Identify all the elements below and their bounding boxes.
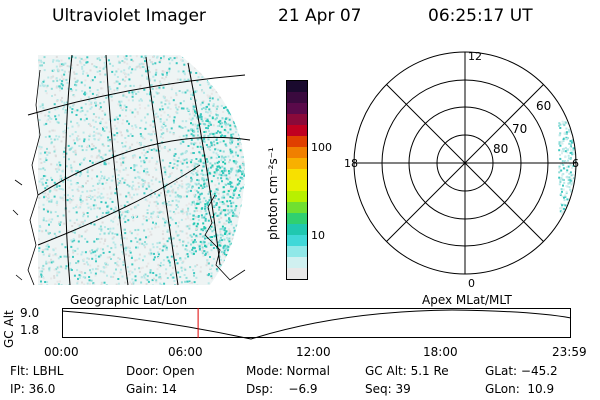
gain-readout: Gain: 14 — [126, 382, 177, 396]
colorbar — [286, 80, 308, 280]
polar-aurora-emission — [558, 120, 576, 222]
timeline-ylabel: GC Alt — [2, 310, 16, 348]
timeline-xtick-0600: 06:00 — [168, 345, 203, 359]
coastline — [12, 69, 246, 286]
seq-readout: Seq: 39 — [365, 382, 411, 396]
mlt-label-18: 18 — [344, 157, 358, 170]
polar-panel-label: Apex MLat/MLT — [422, 293, 512, 307]
timeline-xtick-2359: 23:59 — [552, 345, 587, 359]
colorbar-tick-10: 10 — [311, 229, 325, 242]
mlt-label-12: 12 — [468, 50, 482, 63]
mode-readout: Mode: Normal — [246, 364, 330, 378]
timeline-xtick-0000: 00:00 — [44, 345, 79, 359]
colorbar-unit-label: photon cm⁻²s⁻¹ — [266, 147, 280, 240]
time-label: 06:25:17 UT — [428, 6, 533, 26]
timeline-xtick-1800: 18:00 — [423, 345, 458, 359]
mlt-label-6: 6 — [572, 157, 579, 170]
mlat-label-70: 70 — [512, 122, 527, 136]
date-label: 21 Apr 07 — [278, 6, 362, 26]
timeline-xtick-1200: 12:00 — [296, 345, 331, 359]
timeline-ytick-min: 1.8 — [20, 323, 40, 337]
instrument-title: Ultraviolet Imager — [52, 6, 206, 26]
mlt-label-0: 0 — [468, 277, 475, 290]
ip-readout: IP: 36.0 — [10, 382, 56, 396]
polar-mlat-mlt-panel: 12 18 6 0 60 70 80 — [344, 50, 579, 290]
altitude-curve — [61, 309, 572, 340]
geographic-panel-label: Geographic Lat/Lon — [70, 293, 188, 307]
filter-readout: Flt: LBHL — [10, 364, 64, 378]
polar-grid — [353, 51, 577, 275]
glon-readout: GLon: 10.9 — [485, 382, 555, 396]
glat-readout: GLat: −45.2 — [485, 364, 558, 378]
lat-lon-grid — [27, 54, 251, 286]
door-readout: Door: Open — [126, 364, 195, 378]
altitude-timeline — [61, 308, 572, 340]
geographic-image-panel — [12, 54, 251, 286]
timeline-ytick-max: 9.0 — [20, 306, 40, 320]
gc-alt-readout: GC Alt: 5.1 Re — [365, 364, 449, 378]
dsp-readout: Dsp: −6.9 — [246, 382, 318, 396]
mlat-label-80: 80 — [493, 142, 508, 156]
mlat-label-60: 60 — [536, 99, 551, 113]
colorbar-tick-100: 100 — [311, 141, 332, 154]
